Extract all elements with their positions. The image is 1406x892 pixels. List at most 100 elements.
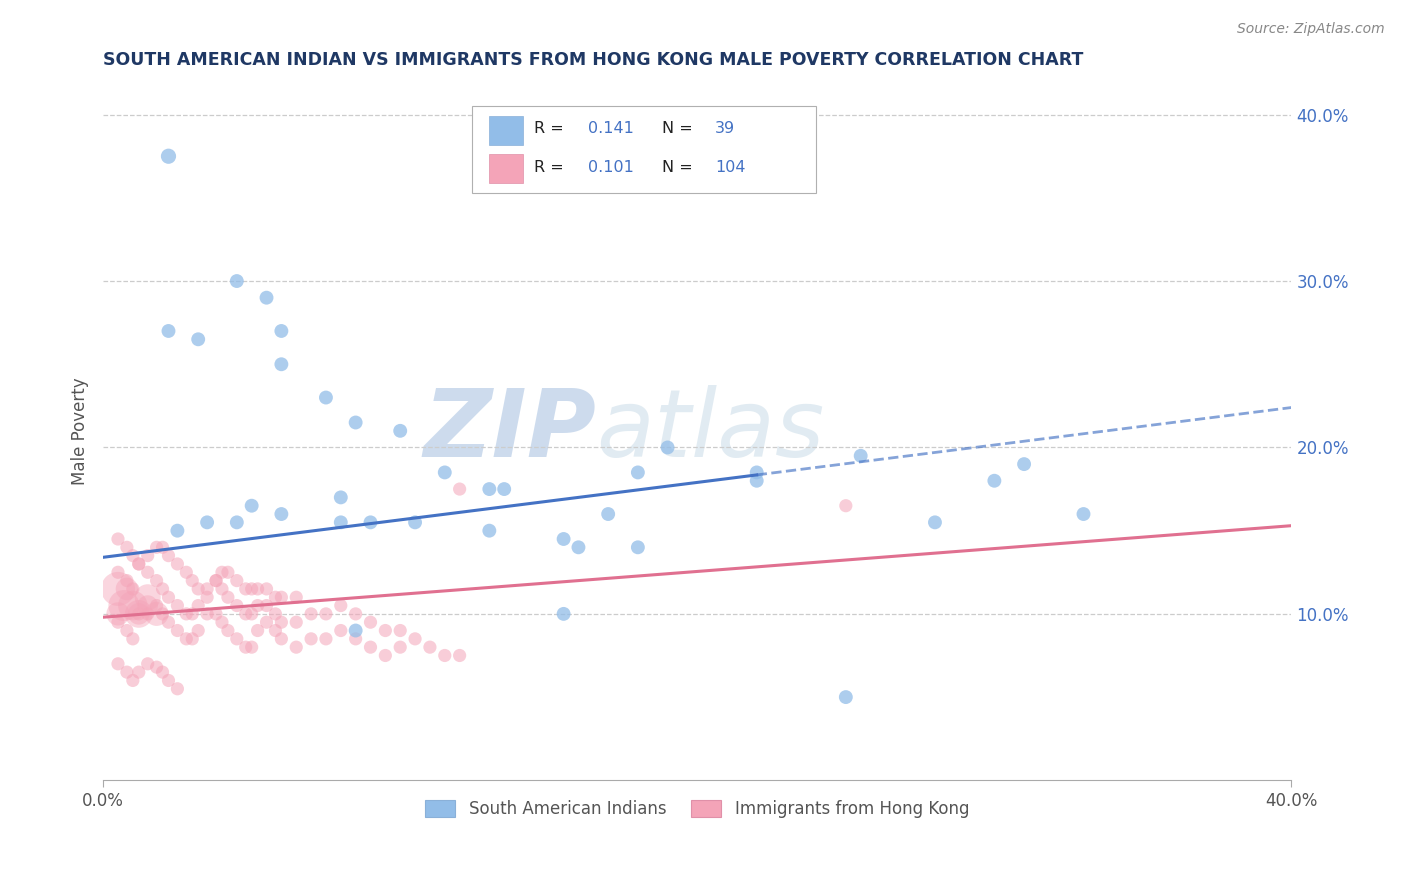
Point (285, 615, 308, 630)
Point (285, 591, 308, 605)
Point (627, 541, 650, 555)
Point (157, 324, 180, 338)
Point (195, 607, 218, 621)
Point (598, 507, 620, 521)
Point (128, 557, 150, 571)
Point (166, 599, 188, 613)
Point (112, 599, 135, 613)
Point (264, 591, 287, 605)
Bar (489, 154, 523, 183)
Point (270, 591, 292, 605)
Text: Source: ZipAtlas.com: Source: ZipAtlas.com (1237, 22, 1385, 37)
Text: N =: N = (662, 160, 697, 175)
Point (835, 499, 858, 513)
Point (389, 640, 412, 655)
Point (211, 582, 233, 596)
Point (315, 607, 337, 621)
Point (157, 591, 180, 605)
Point (136, 607, 159, 621)
Point (270, 507, 292, 521)
Point (115, 541, 138, 555)
Point (145, 599, 167, 613)
Point (107, 582, 129, 596)
Point (344, 607, 367, 621)
Point (246, 624, 269, 638)
Point (107, 532, 129, 546)
Point (235, 582, 257, 596)
Point (299, 607, 322, 621)
Point (389, 424, 412, 438)
Point (344, 624, 367, 638)
Point (256, 615, 278, 630)
Point (121, 632, 143, 646)
Point (246, 582, 269, 596)
Point (187, 582, 209, 596)
Text: 39: 39 (716, 121, 735, 136)
Point (745, 466, 768, 480)
Point (145, 574, 167, 588)
Point (299, 632, 322, 646)
Point (166, 524, 188, 538)
Point (187, 599, 209, 613)
Point (264, 607, 287, 621)
Point (344, 416, 367, 430)
Point (419, 640, 441, 655)
Point (225, 574, 247, 588)
Point (657, 441, 679, 455)
Point (478, 524, 501, 538)
Point (115, 574, 138, 588)
Point (256, 599, 278, 613)
Point (270, 324, 292, 338)
Point (121, 582, 143, 596)
Point (166, 681, 188, 696)
Point (235, 607, 257, 621)
Point (433, 466, 456, 480)
Point (1012, 457, 1035, 471)
Point (225, 632, 247, 646)
Point (449, 648, 471, 663)
Point (121, 549, 143, 563)
Point (187, 332, 209, 346)
Point (157, 149, 180, 163)
Point (107, 657, 129, 671)
Point (166, 624, 188, 638)
Point (264, 624, 287, 638)
Point (270, 632, 292, 646)
Point (136, 591, 159, 605)
Point (181, 574, 204, 588)
Point (128, 557, 150, 571)
Point (849, 449, 872, 463)
Text: R =: R = (534, 121, 569, 136)
Point (256, 582, 278, 596)
Point (107, 566, 129, 580)
Point (205, 607, 228, 621)
Point (478, 482, 501, 496)
Point (404, 632, 426, 646)
Point (360, 516, 382, 530)
Point (181, 607, 204, 621)
Point (115, 582, 138, 596)
Point (329, 599, 352, 613)
Point (205, 574, 228, 588)
Point (136, 599, 159, 613)
FancyBboxPatch shape (471, 106, 815, 194)
Point (181, 632, 204, 646)
Point (152, 582, 174, 596)
Point (553, 532, 575, 546)
Point (152, 541, 174, 555)
Point (136, 549, 159, 563)
Point (115, 665, 138, 680)
Text: ZIP: ZIP (423, 384, 596, 477)
Text: R =: R = (534, 160, 569, 175)
Point (115, 624, 138, 638)
Point (240, 499, 263, 513)
Point (195, 591, 218, 605)
Point (567, 541, 589, 555)
Point (225, 599, 247, 613)
Point (205, 574, 228, 588)
Text: atlas: atlas (596, 385, 824, 476)
Point (195, 516, 218, 530)
Point (136, 657, 159, 671)
Point (449, 482, 471, 496)
Point (145, 660, 167, 674)
